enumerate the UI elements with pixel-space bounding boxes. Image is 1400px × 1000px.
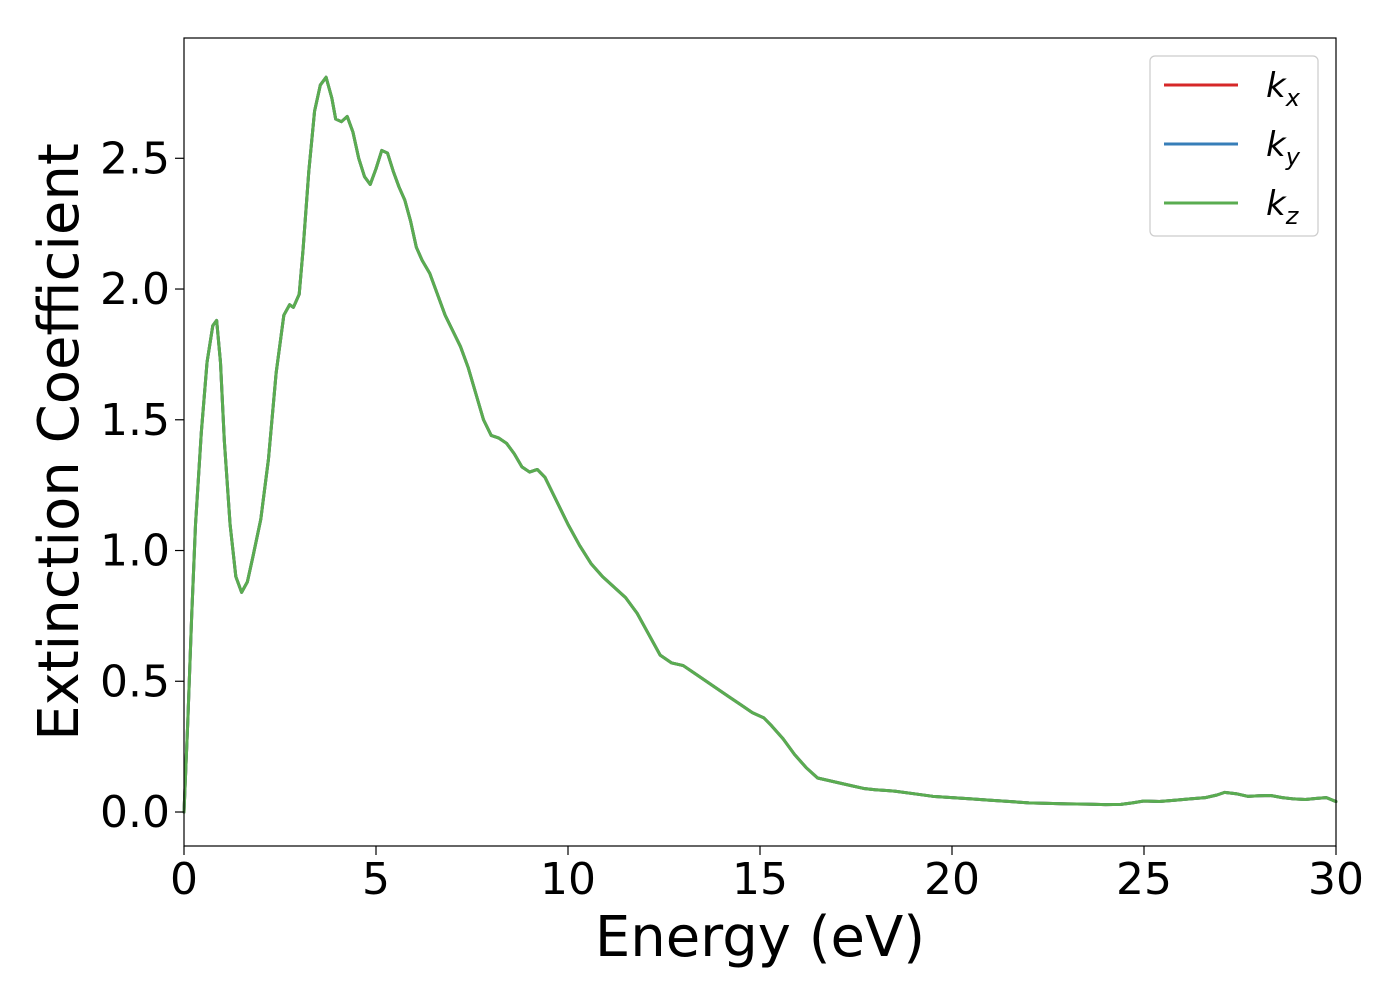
x-tick-label: 15	[732, 854, 788, 905]
legend-label-k-y: ky	[1266, 125, 1301, 171]
y-axis-label: Extinction Coefficient	[27, 143, 92, 741]
x-tick-label: 25	[1116, 854, 1172, 905]
x-axis-label: Energy (eV)	[595, 905, 925, 970]
x-tick-label: 20	[924, 854, 980, 905]
y-tick-label: 1.0	[100, 526, 170, 577]
y-tick-label: 0.0	[100, 787, 170, 838]
legend-label-k-z: kz	[1266, 184, 1300, 230]
legend: kx ky kz	[1149, 55, 1319, 237]
y-tick-label: 2.5	[100, 133, 170, 184]
legend-frame	[1149, 55, 1319, 237]
x-tick-label: 30	[1308, 854, 1364, 905]
x-tick-label: 5	[362, 854, 390, 905]
y-tick-label: 1.5	[100, 395, 170, 446]
y-tick-label: 0.5	[100, 656, 170, 707]
y-tick-label: 2.0	[100, 264, 170, 315]
legend-label-k-x: kx	[1266, 66, 1301, 112]
x-axis: 0 5 10 15 20 25 30	[170, 846, 1364, 905]
series-layer	[182, 75, 1338, 814]
x-tick-label: 0	[170, 854, 198, 905]
x-tick-label: 10	[540, 854, 596, 905]
series-line-k-z	[182, 75, 1338, 814]
y-axis: 0.0 0.5 1.0 1.5 2.0 2.5	[100, 133, 184, 838]
